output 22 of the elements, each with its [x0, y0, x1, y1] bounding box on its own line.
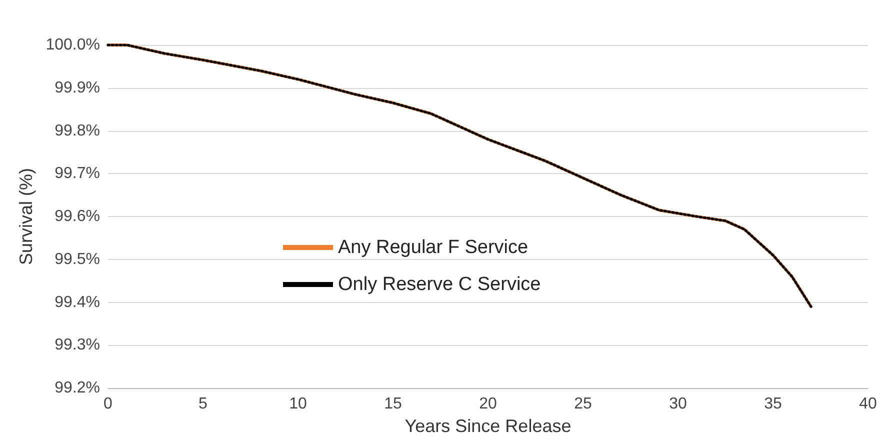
y-tick-label: 99.7% — [54, 165, 100, 182]
y-tick-label: 100.0% — [46, 36, 100, 54]
x-tick-label: 5 — [198, 396, 208, 413]
y-tick-label: 99.3% — [54, 336, 100, 354]
y-tick-label: 99.9% — [54, 79, 100, 96]
y-tick-label: 99.4% — [54, 294, 100, 311]
x-tick-label: 15 — [384, 396, 402, 413]
y-tick-label: 99.2% — [54, 380, 100, 397]
y-tick-label: 99.5% — [54, 250, 100, 268]
x-tick-label: 25 — [574, 396, 592, 413]
y-tick-label: 99.6% — [54, 208, 100, 226]
x-tick-label: 35 — [764, 396, 782, 413]
legend-label: Only Reserve C Service — [338, 274, 541, 295]
x-tick-label: 20 — [479, 396, 497, 413]
x-axis-title: Years Since Release — [404, 416, 572, 436]
y-axis-title: Survival (%) — [16, 168, 36, 266]
legend-label: Any Regular F Service — [338, 237, 528, 258]
x-tick-label: 40 — [859, 396, 877, 413]
x-tick-label: 30 — [669, 396, 687, 413]
x-tick-label: 0 — [104, 396, 113, 413]
x-tick-label: 10 — [289, 396, 307, 413]
y-tick-label: 99.8% — [54, 122, 100, 140]
